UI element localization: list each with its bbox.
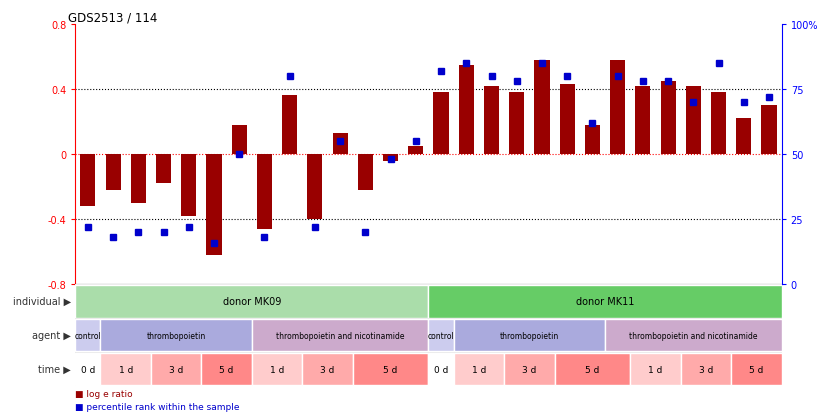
- Text: thrombopoietin: thrombopoietin: [500, 331, 559, 340]
- Bar: [100, 319, 252, 351]
- Bar: [610, 60, 625, 154]
- Bar: [428, 285, 782, 318]
- Text: control: control: [74, 331, 101, 340]
- Bar: [559, 85, 575, 154]
- Bar: [635, 86, 650, 154]
- Text: 1 d: 1 d: [649, 365, 663, 374]
- Bar: [454, 319, 605, 351]
- Text: control: control: [428, 331, 455, 340]
- Bar: [428, 319, 454, 351]
- Bar: [509, 93, 524, 154]
- Bar: [333, 133, 348, 154]
- Bar: [232, 126, 247, 154]
- Bar: [605, 319, 782, 351]
- Bar: [75, 319, 100, 351]
- Bar: [454, 353, 504, 385]
- Bar: [681, 353, 732, 385]
- Bar: [257, 154, 272, 229]
- Bar: [252, 319, 429, 351]
- Text: 5 d: 5 d: [219, 365, 234, 374]
- Bar: [130, 154, 145, 203]
- Bar: [428, 353, 454, 385]
- Text: 1 d: 1 d: [119, 365, 133, 374]
- Bar: [459, 65, 474, 154]
- Text: thrombopoietin and nicotinamide: thrombopoietin and nicotinamide: [276, 331, 405, 340]
- Bar: [383, 154, 398, 161]
- Bar: [504, 353, 554, 385]
- Text: ■ percentile rank within the sample: ■ percentile rank within the sample: [75, 402, 240, 411]
- Text: 1 d: 1 d: [472, 365, 486, 374]
- Text: GDS2513 / 114: GDS2513 / 114: [69, 12, 157, 25]
- Bar: [660, 82, 675, 154]
- Text: time ▶: time ▶: [38, 364, 71, 374]
- Bar: [434, 93, 449, 154]
- Bar: [151, 353, 201, 385]
- Text: donor MK11: donor MK11: [576, 297, 635, 306]
- Text: 0 d: 0 d: [434, 365, 448, 374]
- Bar: [201, 353, 252, 385]
- Text: individual ▶: individual ▶: [13, 297, 71, 306]
- Text: 3 d: 3 d: [699, 365, 713, 374]
- Bar: [75, 285, 429, 318]
- Bar: [686, 86, 701, 154]
- Bar: [181, 154, 196, 216]
- Text: donor MK09: donor MK09: [222, 297, 281, 306]
- Bar: [308, 154, 323, 220]
- Bar: [408, 147, 423, 154]
- Text: ■ log e ratio: ■ log e ratio: [75, 389, 133, 398]
- Text: 3 d: 3 d: [522, 365, 537, 374]
- Text: 0 d: 0 d: [80, 365, 95, 374]
- Text: 5 d: 5 d: [585, 365, 599, 374]
- Text: thrombopoietin: thrombopoietin: [146, 331, 206, 340]
- Bar: [554, 353, 630, 385]
- Bar: [105, 154, 120, 190]
- Text: 5 d: 5 d: [749, 365, 763, 374]
- Bar: [100, 353, 151, 385]
- Text: agent ▶: agent ▶: [32, 330, 71, 340]
- Bar: [737, 119, 752, 154]
- Text: 1 d: 1 d: [270, 365, 284, 374]
- Bar: [353, 353, 429, 385]
- Bar: [282, 96, 298, 154]
- Bar: [484, 86, 499, 154]
- Bar: [252, 353, 303, 385]
- Bar: [762, 106, 777, 154]
- Text: 3 d: 3 d: [320, 365, 334, 374]
- Bar: [358, 154, 373, 190]
- Text: 3 d: 3 d: [169, 365, 183, 374]
- Bar: [711, 93, 726, 154]
- Bar: [303, 353, 353, 385]
- Bar: [206, 154, 222, 255]
- Bar: [630, 353, 681, 385]
- Bar: [75, 353, 100, 385]
- Bar: [80, 154, 95, 206]
- Text: thrombopoietin and nicotinamide: thrombopoietin and nicotinamide: [630, 331, 757, 340]
- Bar: [585, 126, 600, 154]
- Text: 5 d: 5 d: [384, 365, 398, 374]
- Bar: [156, 154, 171, 184]
- Bar: [732, 353, 782, 385]
- Bar: [534, 60, 549, 154]
